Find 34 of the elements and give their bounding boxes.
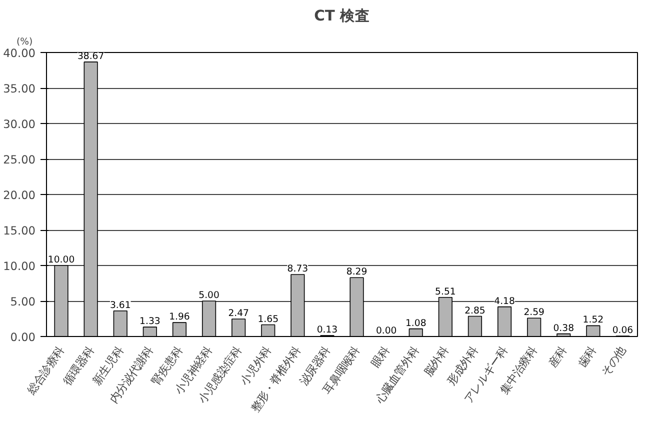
- y-tick-label: 0.00: [10, 330, 36, 344]
- x-tick-label: 眼科: [368, 343, 392, 370]
- data-label: 5.51: [435, 286, 456, 298]
- y-tick-label: 5.00: [10, 294, 36, 308]
- data-label: 1.52: [582, 314, 604, 326]
- y-tick-label: 25.00: [3, 152, 36, 166]
- data-label: 0.00: [376, 326, 397, 336]
- x-tick-label: 歯科: [574, 343, 599, 370]
- y-tick-label: 35.00: [3, 82, 36, 96]
- data-label: 2.59: [524, 307, 545, 318]
- data-label: 3.61: [110, 300, 131, 311]
- data-label: 0.06: [612, 325, 634, 336]
- data-label: 8.29: [346, 266, 368, 278]
- y-tick-label: 20.00: [3, 188, 36, 202]
- data-label: 10.00: [48, 254, 75, 266]
- y-tick-label: 40.00: [3, 46, 36, 60]
- data-label: 1.65: [258, 314, 279, 325]
- x-tick-label: その他: [598, 343, 628, 379]
- data-label: 4.18: [494, 296, 515, 307]
- data-label: 2.47: [228, 308, 250, 319]
- y-tick-label: 15.00: [3, 224, 36, 238]
- data-label: 8.73: [287, 264, 308, 275]
- x-tick-label: 産科: [545, 343, 570, 370]
- data-label: 0.13: [316, 324, 338, 336]
- data-label: 2.85: [464, 305, 486, 316]
- data-label: 1.96: [169, 312, 190, 323]
- data-label: 1.33: [140, 316, 160, 328]
- y-tick-label: 10.00: [3, 259, 36, 273]
- chart-title: CT 検査: [314, 8, 370, 24]
- y-tick-label: 30.00: [3, 117, 36, 131]
- data-label: 5.00: [198, 290, 220, 301]
- y-axis-title: (%): [16, 36, 33, 48]
- data-label: 1.08: [405, 318, 426, 329]
- data-label: 0.38: [553, 322, 574, 334]
